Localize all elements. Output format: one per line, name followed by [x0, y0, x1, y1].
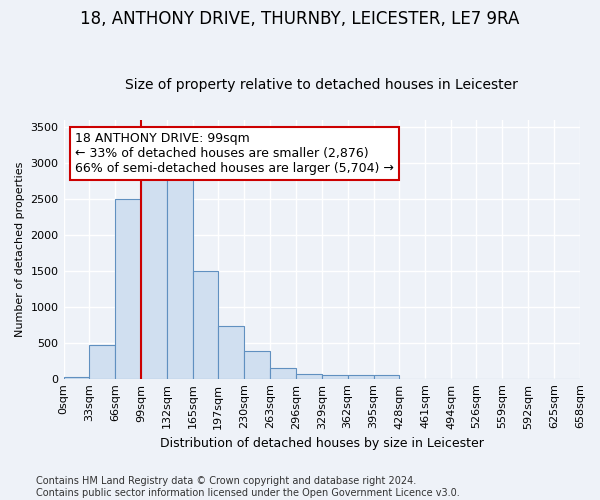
Text: 18 ANTHONY DRIVE: 99sqm
← 33% of detached houses are smaller (2,876)
66% of semi: 18 ANTHONY DRIVE: 99sqm ← 33% of detache… — [76, 132, 394, 175]
Y-axis label: Number of detached properties: Number of detached properties — [15, 162, 25, 337]
Bar — [218, 326, 244, 378]
Bar — [244, 350, 270, 378]
Bar — [167, 176, 193, 378]
X-axis label: Distribution of detached houses by size in Leicester: Distribution of detached houses by size … — [160, 437, 484, 450]
Bar — [296, 374, 322, 378]
Bar — [322, 375, 347, 378]
Title: Size of property relative to detached houses in Leicester: Size of property relative to detached ho… — [125, 78, 518, 92]
Bar — [89, 345, 115, 378]
Bar — [347, 376, 374, 378]
Bar — [141, 176, 167, 378]
Bar — [193, 270, 218, 378]
Bar — [374, 376, 400, 378]
Bar — [115, 198, 141, 378]
Text: Contains HM Land Registry data © Crown copyright and database right 2024.
Contai: Contains HM Land Registry data © Crown c… — [36, 476, 460, 498]
Bar — [270, 368, 296, 378]
Bar — [64, 377, 89, 378]
Text: 18, ANTHONY DRIVE, THURNBY, LEICESTER, LE7 9RA: 18, ANTHONY DRIVE, THURNBY, LEICESTER, L… — [80, 10, 520, 28]
